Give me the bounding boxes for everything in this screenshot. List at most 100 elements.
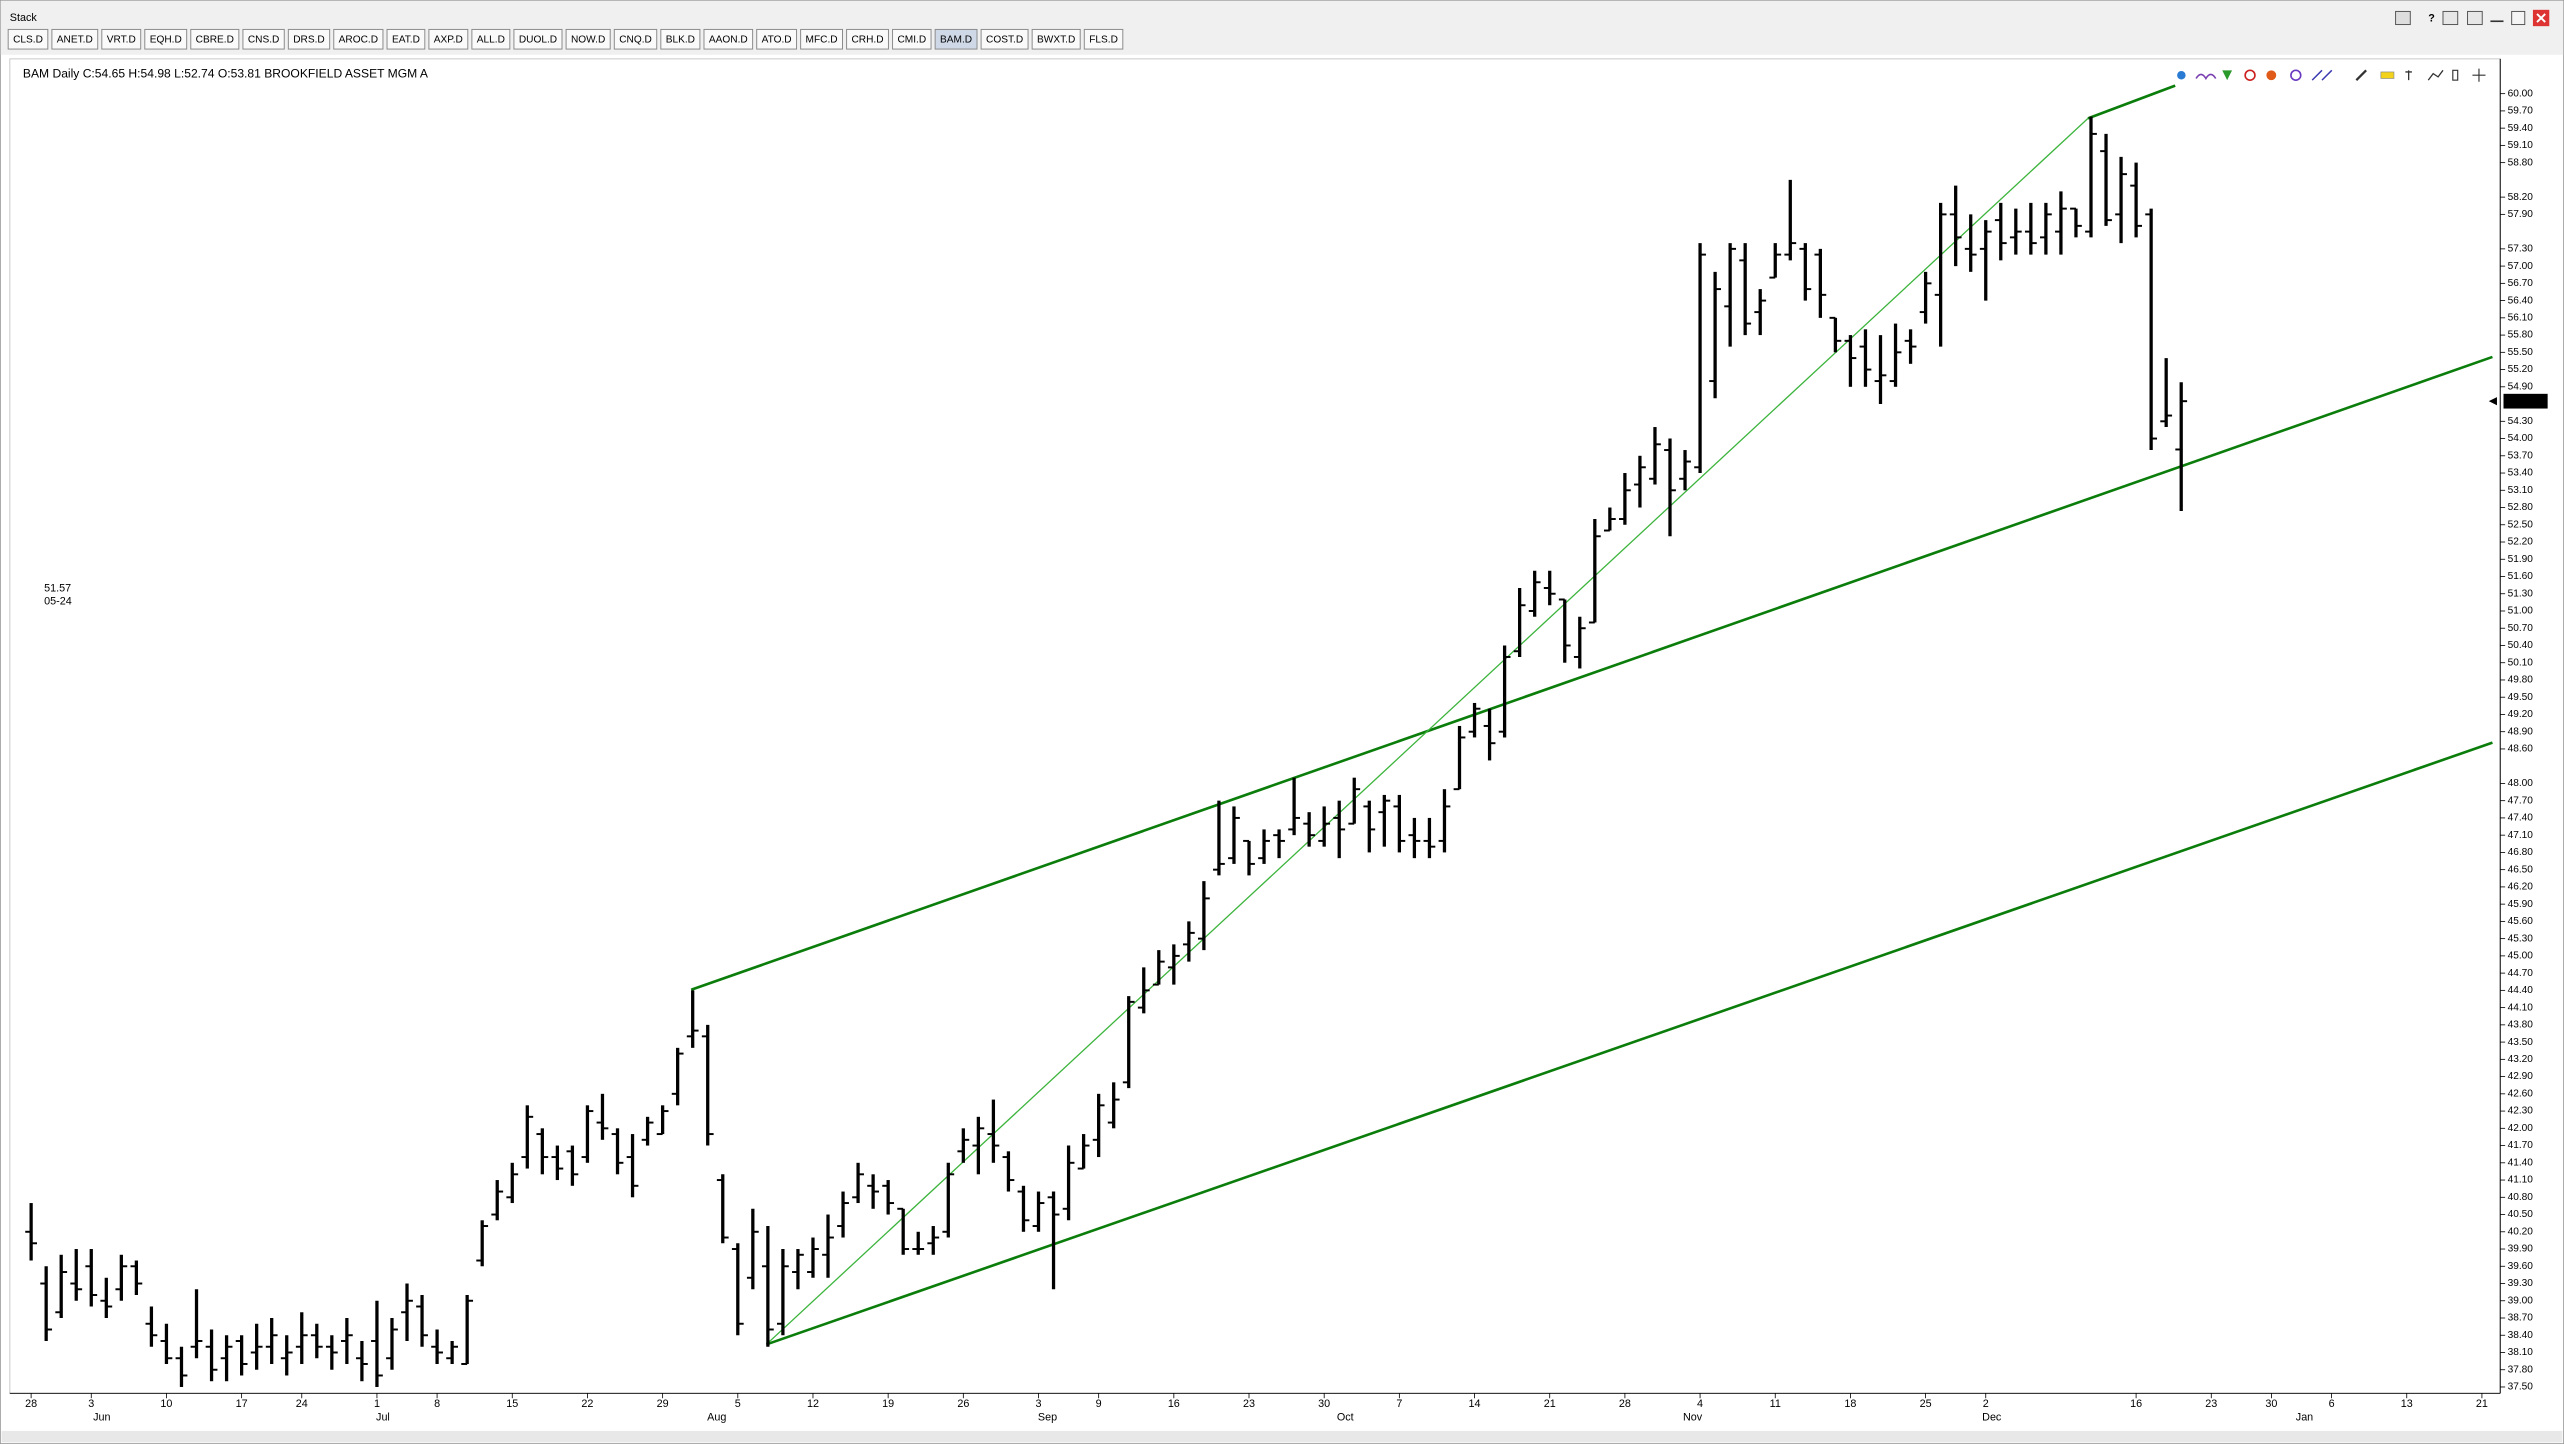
x-tick-label: 30 [1318, 1398, 1330, 1410]
menu-button[interactable] [2395, 10, 2411, 26]
y-tick-label: 55.50 [2508, 347, 2534, 358]
tab[interactable]: CNS.D [242, 28, 285, 50]
y-tick-label: 40.20 [2508, 1226, 2534, 1237]
tab[interactable]: CLS.D [7, 28, 49, 50]
x-tick-label: 14 [1469, 1398, 1481, 1410]
tab-box [565, 28, 611, 50]
help-button[interactable]: ? [2428, 13, 2435, 25]
tab[interactable]: CRH.D [846, 28, 889, 50]
tool-icon[interactable] [2222, 70, 2233, 81]
y-tick-label: 50.10 [2508, 657, 2534, 668]
tool-icon[interactable] [2380, 71, 2395, 79]
y-tick-label: 53.40 [2508, 468, 2534, 479]
tab-label: MFC.D [806, 35, 838, 46]
y-tick-label: 45.90 [2508, 899, 2534, 910]
tab[interactable]: NOW.D [565, 28, 611, 50]
tab[interactable]: EAT.D [386, 28, 426, 50]
x-tick-label: 26 [957, 1398, 969, 1410]
y-tick-label: 59.70 [2508, 106, 2534, 117]
tab[interactable]: EQH.D [144, 28, 188, 50]
tab-box [800, 28, 843, 50]
tab[interactable]: FLS.D [1083, 28, 1124, 50]
x-tick-label: 9 [1096, 1398, 1102, 1410]
tab[interactable]: CNQ.D [613, 28, 658, 50]
tab-label: CBRE.D [196, 35, 234, 46]
tab-box [934, 28, 978, 50]
y-tick-label: 57.30 [2508, 244, 2534, 255]
settings-button[interactable] [2467, 10, 2483, 26]
x-tick-label: 6 [2329, 1398, 2335, 1410]
tab[interactable]: DRS.D [287, 28, 331, 50]
y-tick-label: 52.50 [2508, 519, 2534, 530]
month-label: Dec [1982, 1412, 2002, 1424]
tool-icon[interactable] [2177, 70, 2186, 80]
x-tick-label: 4 [1697, 1398, 1703, 1410]
x-tick-label: 28 [1619, 1398, 1631, 1410]
tab-label: BWXT.D [1037, 35, 1075, 46]
tool-icon[interactable] [2427, 69, 2444, 81]
tab-bar: CLS.D ANET.D VRT.D EQH.D CBRE.D CNS.D DRS.D ARO… [7, 28, 1124, 50]
y-tick-label: 47.40 [2508, 813, 2534, 824]
y-tick-label: 41.10 [2508, 1175, 2534, 1186]
tab-label: BAM.D [940, 35, 972, 46]
y-tick-label: 55.80 [2508, 330, 2534, 341]
y-tick-label: 52.80 [2508, 502, 2534, 513]
tab-label: ATO.D [762, 35, 792, 46]
tab-label: AROC.D [339, 35, 378, 46]
tool-icon[interactable] [2405, 70, 2412, 81]
scrollbar[interactable] [1, 1430, 2563, 1443]
price-tag-label: 54.65 [2508, 396, 2534, 407]
x-tick-label: 15 [506, 1398, 518, 1410]
tab-box [51, 28, 99, 50]
month-label: Jul [376, 1412, 390, 1424]
tab[interactable]: AAON.D [703, 28, 754, 50]
month-label: Aug [707, 1412, 726, 1424]
toolbar-bg [0, 0, 2564, 55]
tab[interactable]: ALL.D [471, 28, 511, 50]
y-tick-label: 51.30 [2508, 588, 2534, 599]
tab[interactable]: BLK.D [660, 28, 701, 50]
tab[interactable]: CBRE.D [190, 28, 240, 50]
tool-icon[interactable] [2290, 69, 2302, 81]
tool-icon[interactable] [2244, 69, 2256, 81]
y-tick-label: 54.00 [2508, 433, 2534, 444]
y-tick-label: 49.50 [2508, 692, 2534, 703]
tab[interactable]: ATO.D [756, 28, 798, 50]
tool-icon[interactable] [2266, 70, 2277, 81]
tab[interactable]: COST.D [980, 28, 1029, 50]
tab-label: EAT.D [392, 35, 420, 46]
tool-icon[interactable] [2472, 68, 2486, 82]
y-tick-label: 44.40 [2508, 985, 2534, 996]
tab[interactable]: VRT.D [101, 28, 142, 50]
tab[interactable]: BWXT.D [1031, 28, 1081, 50]
tab[interactable]: ANET.D [51, 28, 99, 50]
y-tick-label: 42.30 [2508, 1106, 2534, 1117]
tool-icon[interactable] [2452, 69, 2459, 81]
tab-box [471, 28, 511, 50]
y-tick-label: 46.50 [2508, 864, 2534, 875]
x-tick-label: 23 [2205, 1398, 2217, 1410]
tools-button[interactable] [2442, 10, 2459, 26]
y-tick-label: 41.70 [2508, 1140, 2534, 1151]
tool-icon[interactable] [2311, 69, 2333, 81]
y-tick-label: 58.20 [2508, 192, 2534, 203]
x-tick-label: 17 [236, 1398, 248, 1410]
tab[interactable]: BAM.D [934, 28, 978, 50]
tool-icon[interactable] [2195, 73, 2217, 81]
tab-label: NOW.D [571, 35, 605, 46]
tool-icon[interactable] [2355, 69, 2367, 81]
x-tick-label: 22 [581, 1398, 593, 1410]
x-tick-label: 3 [88, 1398, 94, 1410]
tab[interactable]: CMI.D [892, 28, 932, 50]
tab-label: ANET.D [57, 35, 93, 46]
maximize-button[interactable] [2511, 10, 2526, 26]
tab-label: AXP.D [434, 35, 463, 46]
tab[interactable]: AROC.D [333, 28, 384, 50]
tab-label: FLS.D [1089, 35, 1118, 46]
tab[interactable]: AXP.D [428, 28, 469, 50]
tab-box [144, 28, 188, 50]
tab[interactable]: MFC.D [800, 28, 843, 50]
y-tick-label: 39.60 [2508, 1261, 2534, 1272]
tab[interactable]: DUOL.D [513, 28, 563, 50]
